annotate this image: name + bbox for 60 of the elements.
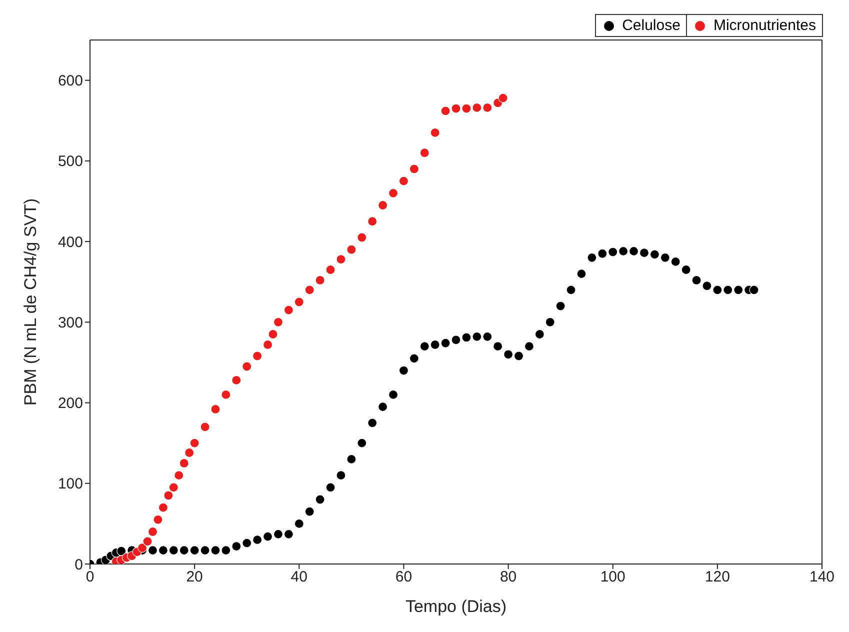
point xyxy=(294,297,304,307)
point xyxy=(242,362,252,372)
x-tick-label: 140 xyxy=(809,568,835,586)
x-tick-label: 60 xyxy=(395,568,412,586)
point xyxy=(336,254,346,264)
point xyxy=(268,329,278,340)
point xyxy=(451,104,461,114)
point xyxy=(179,458,189,468)
point xyxy=(148,526,158,537)
x-tick-label: 40 xyxy=(290,568,308,586)
point xyxy=(420,148,430,158)
point xyxy=(472,102,482,113)
point xyxy=(284,305,294,315)
y-tick-label: 200 xyxy=(58,395,83,412)
point xyxy=(153,514,163,524)
y-tick-label: 600 xyxy=(58,72,83,90)
point xyxy=(398,176,409,186)
point xyxy=(315,275,325,286)
point xyxy=(440,106,450,116)
x-tick-label: 80 xyxy=(500,568,517,586)
point xyxy=(409,164,419,174)
point xyxy=(388,188,398,198)
point xyxy=(462,104,472,114)
point xyxy=(368,216,378,226)
y-axis-title: PBM (N mL de CH4/g SVT) xyxy=(21,198,40,406)
point xyxy=(232,375,242,385)
point xyxy=(357,232,367,242)
point xyxy=(252,351,262,361)
point xyxy=(262,340,273,350)
point xyxy=(378,200,388,210)
point xyxy=(164,490,174,500)
point xyxy=(168,482,178,492)
point xyxy=(221,390,231,400)
point xyxy=(200,422,210,432)
point xyxy=(346,244,356,254)
x-tick-label: 0 xyxy=(86,568,94,586)
point xyxy=(158,502,168,512)
point xyxy=(482,102,492,113)
point xyxy=(190,438,200,448)
point xyxy=(210,404,220,414)
point xyxy=(142,536,152,546)
point xyxy=(174,470,184,480)
point xyxy=(304,285,314,295)
point xyxy=(430,128,440,138)
x-tick-label: 100 xyxy=(600,568,626,586)
legend-label: Celulose xyxy=(622,17,680,34)
y-tick-label: 0 xyxy=(74,556,83,574)
x-axis-title: Tempo (Dias) xyxy=(405,597,507,616)
y-tick-label: 500 xyxy=(58,153,83,170)
y-tick-label: 100 xyxy=(58,476,83,493)
x-tick-label: 120 xyxy=(704,568,730,586)
legend-label: Micronutrientes xyxy=(713,17,816,34)
point xyxy=(273,317,284,327)
point xyxy=(326,264,336,275)
y-tick-label: 400 xyxy=(58,234,83,251)
point xyxy=(498,93,508,103)
point xyxy=(137,543,148,553)
x-tick-label: 20 xyxy=(186,568,203,586)
y-tick-label: 300 xyxy=(58,314,83,332)
point xyxy=(184,448,194,458)
